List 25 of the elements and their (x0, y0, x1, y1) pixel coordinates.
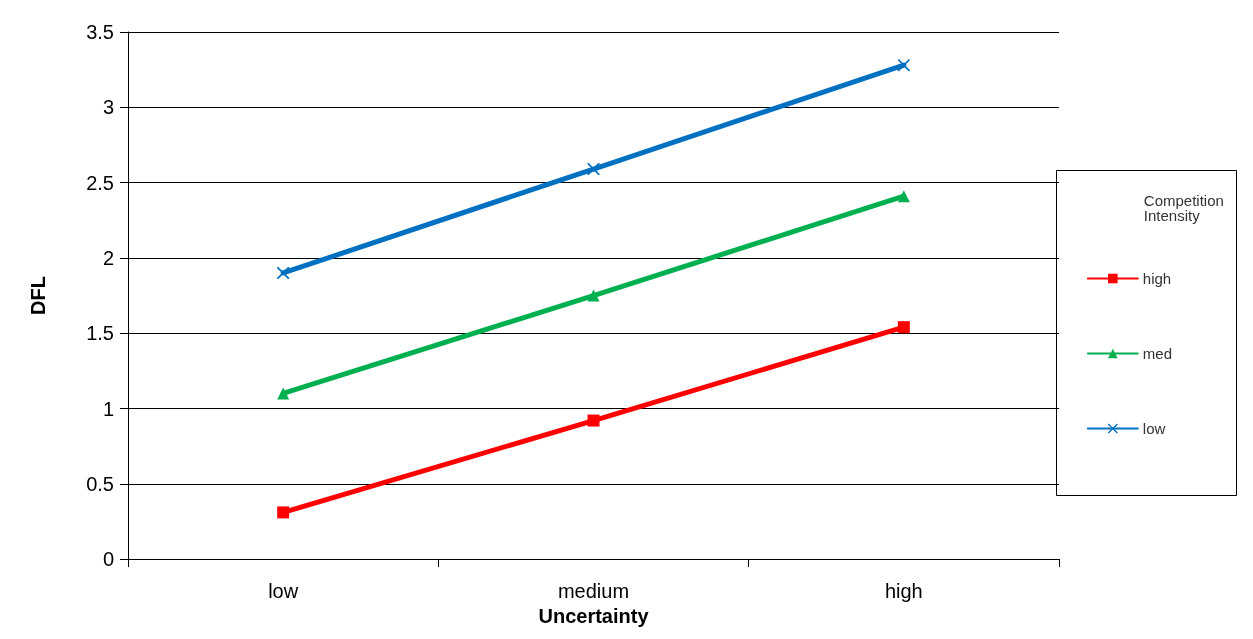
y-tick-label: 2 (102, 246, 114, 269)
x-tick-label: high (884, 580, 923, 603)
y-axis-title: DFL (27, 276, 49, 315)
y-tick-label: 0 (102, 548, 114, 571)
x-tick-label: medium (557, 580, 630, 603)
x-tick-label: low (268, 580, 299, 603)
point (587, 414, 600, 427)
point (277, 506, 290, 519)
y-tick-label: 3.5 (86, 21, 114, 43)
y-tick-label: 2.5 (86, 171, 114, 194)
point (897, 59, 910, 72)
legend-label: med (1142, 345, 1173, 362)
point (587, 289, 600, 302)
y-tick-label: 1 (102, 397, 114, 420)
legend-label: low (1142, 420, 1166, 437)
legend-title: Competition Intensity (1143, 192, 1229, 224)
y-tick-label: 3 (102, 96, 114, 119)
x-axis-title: Uncertainty (538, 605, 650, 627)
y-tick-label: 1.5 (86, 322, 114, 345)
point (897, 321, 910, 334)
point (277, 387, 290, 400)
point (897, 190, 910, 203)
point (277, 266, 290, 279)
legend-label: high (1142, 270, 1172, 287)
y-tick-label: 0.5 (86, 472, 114, 495)
